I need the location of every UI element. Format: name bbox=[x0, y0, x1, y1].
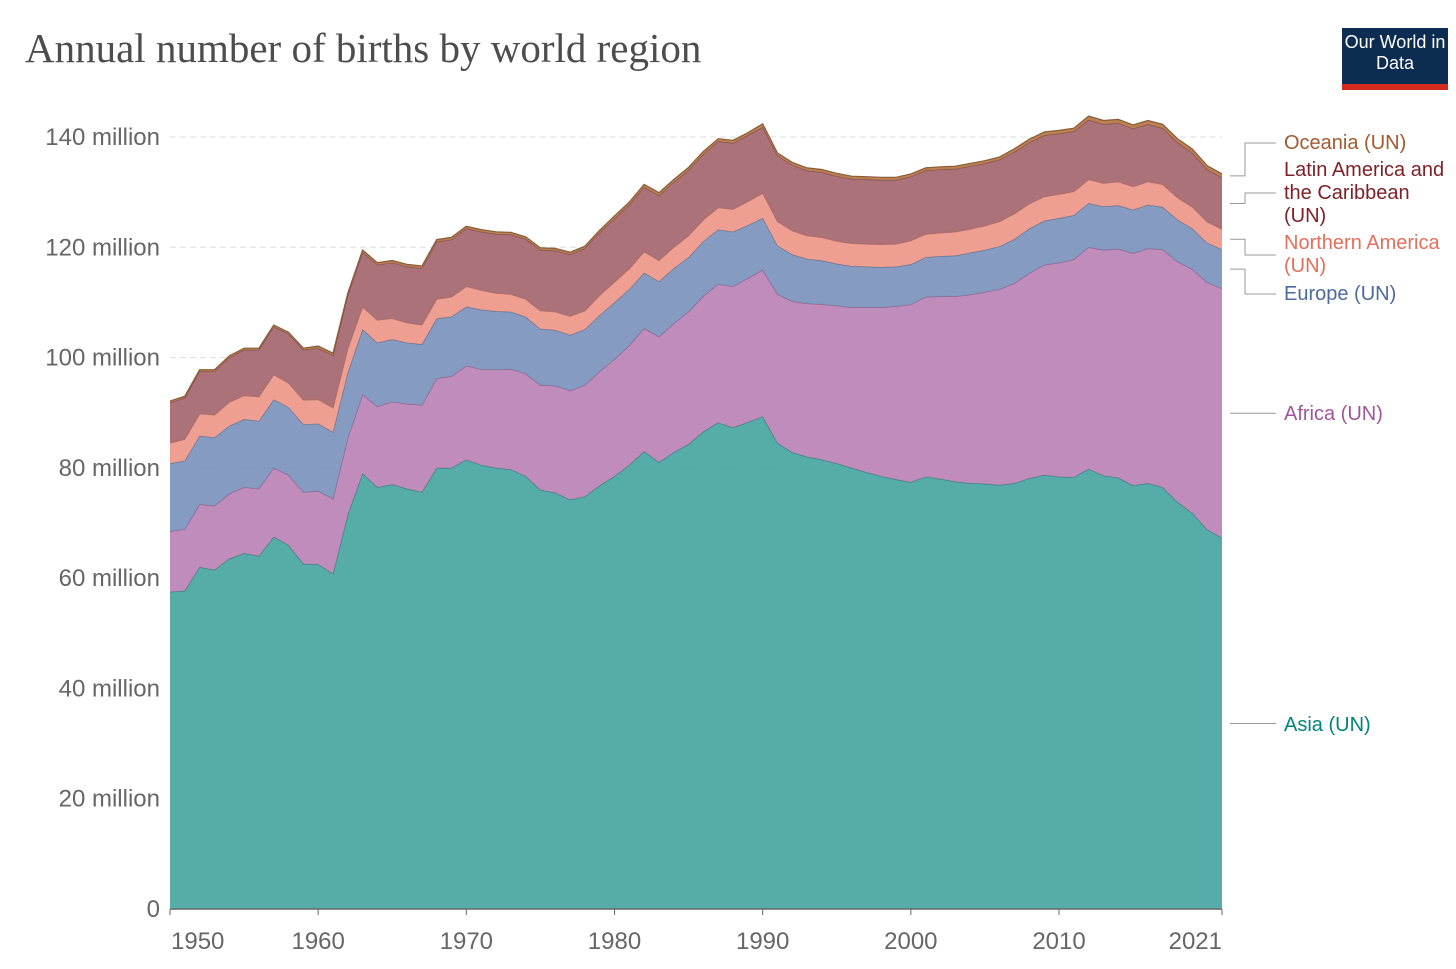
y-tick-label: 100 million bbox=[45, 345, 160, 372]
y-tick-label: 0 bbox=[147, 896, 160, 923]
logo: Our World in Data bbox=[1342, 28, 1448, 90]
legend-label: Latin America and the Caribbean (UN) bbox=[1284, 158, 1445, 227]
y-tick-label: 60 million bbox=[59, 565, 160, 592]
x-tick-label: 2000 bbox=[884, 928, 937, 955]
y-tick-label: 80 million bbox=[59, 455, 160, 482]
area bbox=[170, 247, 1222, 592]
x-tick-label: 2010 bbox=[1032, 928, 1085, 955]
x-tick-label: 1970 bbox=[440, 928, 493, 955]
legend-connector bbox=[1230, 268, 1276, 295]
legend-label: Northern America (UN) bbox=[1284, 232, 1440, 277]
area bbox=[170, 119, 1222, 444]
legend-connector bbox=[1230, 192, 1276, 204]
y-tick-label: 140 million bbox=[45, 124, 160, 151]
chart-title: Annual number of births by world region bbox=[25, 25, 702, 71]
x-tick-label: 1950 bbox=[171, 928, 224, 955]
legend-label: Asia (UN) bbox=[1284, 713, 1371, 736]
y-tick-label: 120 million bbox=[45, 234, 160, 261]
legend-label: Oceania (UN) bbox=[1284, 131, 1407, 154]
area bbox=[170, 179, 1222, 464]
legend-label: Africa (UN) bbox=[1284, 402, 1383, 425]
y-tick-label: 20 million bbox=[59, 786, 160, 813]
x-tick-label: 2021 bbox=[1169, 928, 1222, 955]
x-tick-label: 1980 bbox=[588, 928, 641, 955]
area-edge bbox=[169, 115, 1223, 402]
legend-connector bbox=[1230, 238, 1276, 256]
x-tick-label: 1960 bbox=[291, 928, 344, 955]
area bbox=[170, 203, 1222, 532]
area bbox=[170, 416, 1222, 909]
y-tick-label: 40 million bbox=[59, 675, 160, 702]
legend-label: Europe (UN) bbox=[1284, 282, 1397, 305]
legend-connector bbox=[1230, 142, 1276, 177]
x-tick-label: 1990 bbox=[736, 928, 789, 955]
